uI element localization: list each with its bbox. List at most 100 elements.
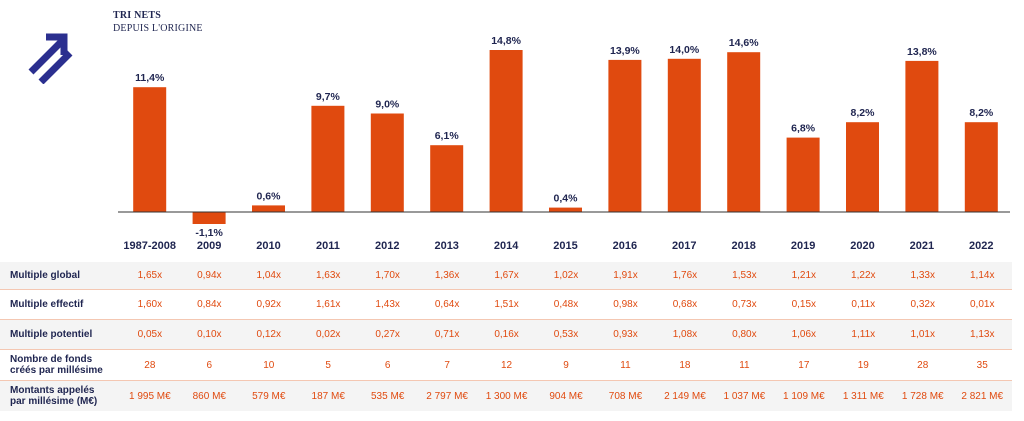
table-cell: 5	[298, 349, 358, 381]
table-cell: 2 797 M€	[417, 380, 477, 411]
table-cell: 1,76x	[655, 262, 715, 290]
table-cell: 1 037 M€	[714, 380, 775, 411]
table-cell: 1,70x	[357, 262, 418, 290]
bar-2014	[489, 50, 523, 212]
x-tick-label: 2009	[197, 240, 221, 252]
table-cell: 1,65x	[120, 262, 180, 290]
bar-value-label: 9,7%	[316, 91, 341, 103]
table-cell: 708 M€	[595, 380, 656, 411]
bar-2013	[430, 145, 464, 212]
table-cell: 10	[239, 349, 299, 381]
bar-2020	[846, 122, 879, 212]
table-cell: 1 995 M€	[120, 380, 180, 411]
row-label-line: Nombre de fonds	[10, 354, 93, 365]
table-cell: 1,01x	[893, 319, 953, 350]
bar-2018	[727, 52, 761, 213]
bar-2012	[370, 113, 404, 212]
table-cell: 860 M€	[179, 380, 240, 411]
bar-value-label: 13,8%	[907, 46, 937, 58]
table-cell: 1 728 M€	[893, 380, 953, 411]
table-cell: 17	[774, 349, 834, 381]
table-cell: 2 149 M€	[655, 380, 715, 411]
bar-1987-2008	[133, 87, 167, 212]
table-cell: 187 M€	[298, 380, 358, 411]
bar-value-label: 6,8%	[791, 123, 816, 135]
table-cell: 0,73x	[714, 289, 775, 320]
metrics-table: Multiple global 1,65x 0,94x 1,04x 1,63x …	[0, 262, 1012, 411]
x-tick-label: 2017	[672, 240, 696, 252]
table-row-multiple-potentiel: Multiple potentiel 0,05x 0,10x 0,12x 0,0…	[0, 319, 1012, 350]
bar-2019	[786, 137, 820, 212]
row-label: Multiple effectif	[0, 289, 121, 320]
table-cell: 1,22x	[833, 262, 894, 290]
table-cell: 0,48x	[536, 289, 596, 320]
bar-2021	[905, 60, 939, 213]
x-tick-label: 2010	[256, 240, 280, 252]
x-tick-label: 2019	[791, 240, 815, 252]
bar-value-label: -1,1%	[195, 227, 223, 239]
bar-2015	[549, 207, 582, 212]
table-cell: 0,16x	[476, 319, 537, 350]
table-cell: 1 109 M€	[774, 380, 834, 411]
labels-layer: 11,4% 1987-2008 -1,1%2009 0,6% 2010 9,7% 2011 9…	[123, 35, 994, 252]
table-row-multiple-effectif: Multiple effectif 1,60x 0,84x 0,92x 1,61…	[0, 289, 1012, 320]
table-cell: 0,32x	[893, 289, 953, 320]
table-cell: 1,11x	[833, 319, 894, 350]
table-cell: 1,51x	[476, 289, 537, 320]
bar-2010	[252, 205, 285, 212]
x-tick-label: 2014	[494, 240, 519, 252]
table-cell: 18	[655, 349, 715, 381]
table-cell: 1,06x	[774, 319, 834, 350]
table-cell: 1,63x	[298, 262, 358, 290]
table-cell: 0,10x	[179, 319, 240, 350]
table-cell: 1,61x	[298, 289, 358, 320]
bar-value-label: 8,2%	[969, 107, 994, 119]
bar-value-label: 6,1%	[435, 130, 460, 142]
table-cell: 1,43x	[357, 289, 418, 320]
table-cell: 0,71x	[417, 319, 477, 350]
table-cell: 579 M€	[239, 380, 299, 411]
table-cell: 904 M€	[536, 380, 596, 411]
table-cell: 0,84x	[179, 289, 240, 320]
table-cell: 1,33x	[893, 262, 953, 290]
table-cell: 11	[714, 349, 775, 381]
row-label-line: Montants appelés	[10, 385, 95, 396]
table-cell: 0,94x	[179, 262, 240, 290]
table-cell: 0,02x	[298, 319, 358, 350]
table-cell: 1 311 M€	[833, 380, 894, 411]
table-cell: 0,68x	[655, 289, 715, 320]
x-tick-label: 2020	[850, 240, 874, 252]
bar-value-label: 8,2%	[851, 107, 876, 119]
table-cell: 28	[120, 349, 180, 381]
x-tick-label: 2012	[375, 240, 399, 252]
table-cell: 11	[595, 349, 656, 381]
table-cell: 1,67x	[476, 262, 537, 290]
row-label: Multiple global	[0, 262, 121, 290]
table-cell: 1,21x	[774, 262, 834, 290]
x-tick-label: 2015	[553, 240, 577, 252]
table-cell: 7	[417, 349, 477, 381]
table-row-nombre-de-fonds: Nombre de fonds créés par millésime 28 6 …	[0, 349, 1012, 381]
x-tick-label: 2011	[316, 240, 340, 252]
x-tick-label: 2021	[910, 240, 934, 252]
table-cell: 535 M€	[357, 380, 418, 411]
table-cell: 19	[833, 349, 894, 381]
bar-chart: 11,4% 1987-2008 -1,1%2009 0,6% 2010 9,7% 2011 9…	[118, 35, 1010, 252]
double-arrow-up-right-icon	[28, 33, 73, 84]
table-cell: 0,27x	[357, 319, 418, 350]
table-cell: 1,13x	[952, 319, 1012, 350]
bar-value-label: 14,6%	[729, 37, 759, 49]
table-row-montants-appeles: Montants appelés par millésime (M€) 1 995…	[0, 380, 1012, 411]
table-cell: 1,08x	[655, 319, 715, 350]
bars-layer	[133, 50, 998, 224]
table-cell: 1 300 M€	[476, 380, 537, 411]
bar-value-label: 14,0%	[669, 44, 699, 56]
table-cell: 1,04x	[239, 262, 299, 290]
x-tick-label: 2016	[613, 240, 637, 252]
table-cell: 0,15x	[774, 289, 834, 320]
row-label-line: par millésime (M€)	[10, 396, 98, 407]
x-tick-label: 1987-2008	[123, 240, 176, 252]
x-tick-label: 2018	[731, 240, 755, 252]
table-cell: 0,11x	[833, 289, 894, 320]
table-cell: 1,36x	[417, 262, 477, 290]
